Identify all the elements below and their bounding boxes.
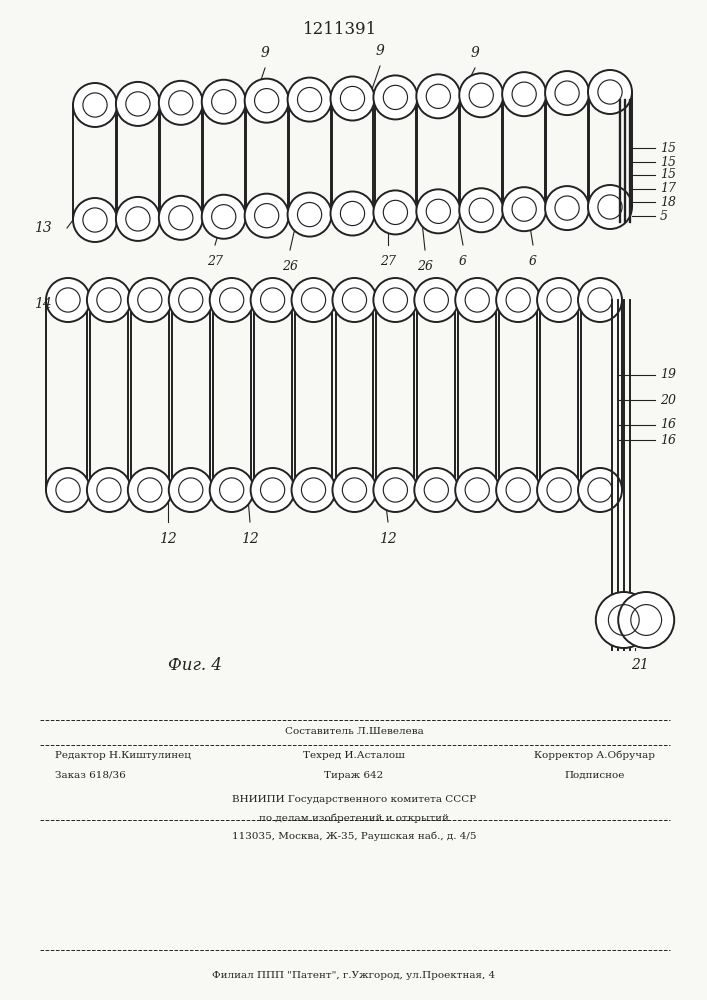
Circle shape — [46, 278, 90, 322]
Text: Корректор А.Обручар: Корректор А.Обручар — [534, 750, 655, 760]
Text: 19: 19 — [660, 368, 676, 381]
Circle shape — [73, 198, 117, 242]
Text: 20: 20 — [660, 393, 676, 406]
Circle shape — [245, 194, 288, 238]
Circle shape — [502, 187, 547, 231]
Circle shape — [578, 278, 622, 322]
Circle shape — [416, 74, 460, 118]
Circle shape — [128, 278, 172, 322]
Text: 26: 26 — [417, 260, 433, 273]
Text: 15: 15 — [660, 141, 676, 154]
Text: ВНИИПИ Государственного комитета СССР: ВНИИПИ Государственного комитета СССР — [232, 796, 476, 804]
Circle shape — [545, 186, 589, 230]
Text: 9: 9 — [375, 44, 385, 58]
Circle shape — [332, 468, 376, 512]
Text: 1211391: 1211391 — [303, 21, 377, 38]
Circle shape — [373, 278, 417, 322]
Text: Заказ 618/36: Заказ 618/36 — [55, 770, 126, 780]
Text: 27: 27 — [207, 255, 223, 268]
Text: по делам изобретений и открытий: по делам изобретений и открытий — [259, 813, 449, 823]
Circle shape — [288, 78, 332, 122]
Circle shape — [291, 278, 336, 322]
Text: 9: 9 — [471, 46, 479, 60]
Circle shape — [201, 80, 246, 124]
Circle shape — [373, 190, 417, 234]
Circle shape — [291, 468, 336, 512]
Text: 9: 9 — [261, 46, 269, 60]
Circle shape — [73, 83, 117, 127]
Text: Филиал ППП "Патент", г.Ужгород, ул.Проектная, 4: Филиал ППП "Патент", г.Ужгород, ул.Проек… — [212, 970, 496, 980]
Text: 13: 13 — [34, 221, 52, 235]
Text: Фиг. 4: Фиг. 4 — [168, 656, 222, 674]
Text: 15: 15 — [660, 155, 676, 168]
Circle shape — [588, 185, 632, 229]
Circle shape — [87, 468, 131, 512]
Text: 113035, Москва, Ж-35, Раушская наб., д. 4/5: 113035, Москва, Ж-35, Раушская наб., д. … — [232, 831, 477, 841]
Text: Техред И.Асталош: Техред И.Асталош — [303, 750, 405, 760]
Circle shape — [210, 468, 254, 512]
Circle shape — [460, 188, 503, 232]
Circle shape — [46, 468, 90, 512]
Circle shape — [537, 468, 581, 512]
Text: Редактор Н.Киштулинец: Редактор Н.Киштулинец — [55, 750, 191, 760]
Circle shape — [460, 73, 503, 117]
Circle shape — [250, 278, 295, 322]
Text: 26: 26 — [282, 260, 298, 273]
Circle shape — [416, 189, 460, 233]
Text: 18: 18 — [660, 196, 676, 209]
Circle shape — [545, 71, 589, 115]
Text: Составитель Л.Шевелева: Составитель Л.Шевелева — [285, 728, 423, 736]
Circle shape — [455, 468, 499, 512]
Circle shape — [502, 72, 547, 116]
Circle shape — [250, 468, 295, 512]
Circle shape — [169, 468, 213, 512]
Text: 5: 5 — [660, 210, 668, 223]
Circle shape — [588, 70, 632, 114]
Text: Тираж 642: Тираж 642 — [325, 770, 384, 780]
Circle shape — [201, 195, 246, 239]
Circle shape — [496, 278, 540, 322]
Text: 6: 6 — [529, 255, 537, 268]
Circle shape — [537, 278, 581, 322]
Circle shape — [373, 75, 417, 119]
Circle shape — [578, 468, 622, 512]
Text: 27: 27 — [380, 255, 396, 268]
Text: 12: 12 — [159, 532, 177, 546]
Circle shape — [210, 278, 254, 322]
Circle shape — [159, 81, 203, 125]
Text: 14: 14 — [34, 297, 52, 311]
Circle shape — [128, 468, 172, 512]
Text: 12: 12 — [241, 532, 259, 546]
Text: Подписное: Подписное — [565, 770, 625, 780]
Circle shape — [116, 82, 160, 126]
Circle shape — [455, 278, 499, 322]
Circle shape — [618, 592, 674, 648]
Circle shape — [596, 592, 652, 648]
Circle shape — [330, 77, 375, 120]
Text: 12: 12 — [379, 532, 397, 546]
Circle shape — [116, 197, 160, 241]
Circle shape — [87, 278, 131, 322]
Circle shape — [288, 193, 332, 237]
Text: 6: 6 — [459, 255, 467, 268]
Circle shape — [245, 79, 288, 123]
Circle shape — [373, 468, 417, 512]
Circle shape — [159, 196, 203, 240]
Text: 16: 16 — [660, 418, 676, 432]
Text: 17: 17 — [660, 182, 676, 196]
Circle shape — [330, 192, 375, 235]
Circle shape — [332, 278, 376, 322]
Circle shape — [496, 468, 540, 512]
Circle shape — [414, 278, 458, 322]
Circle shape — [414, 468, 458, 512]
Text: 21: 21 — [631, 658, 649, 672]
Text: 16: 16 — [660, 434, 676, 446]
Text: 15: 15 — [660, 168, 676, 182]
Circle shape — [169, 278, 213, 322]
